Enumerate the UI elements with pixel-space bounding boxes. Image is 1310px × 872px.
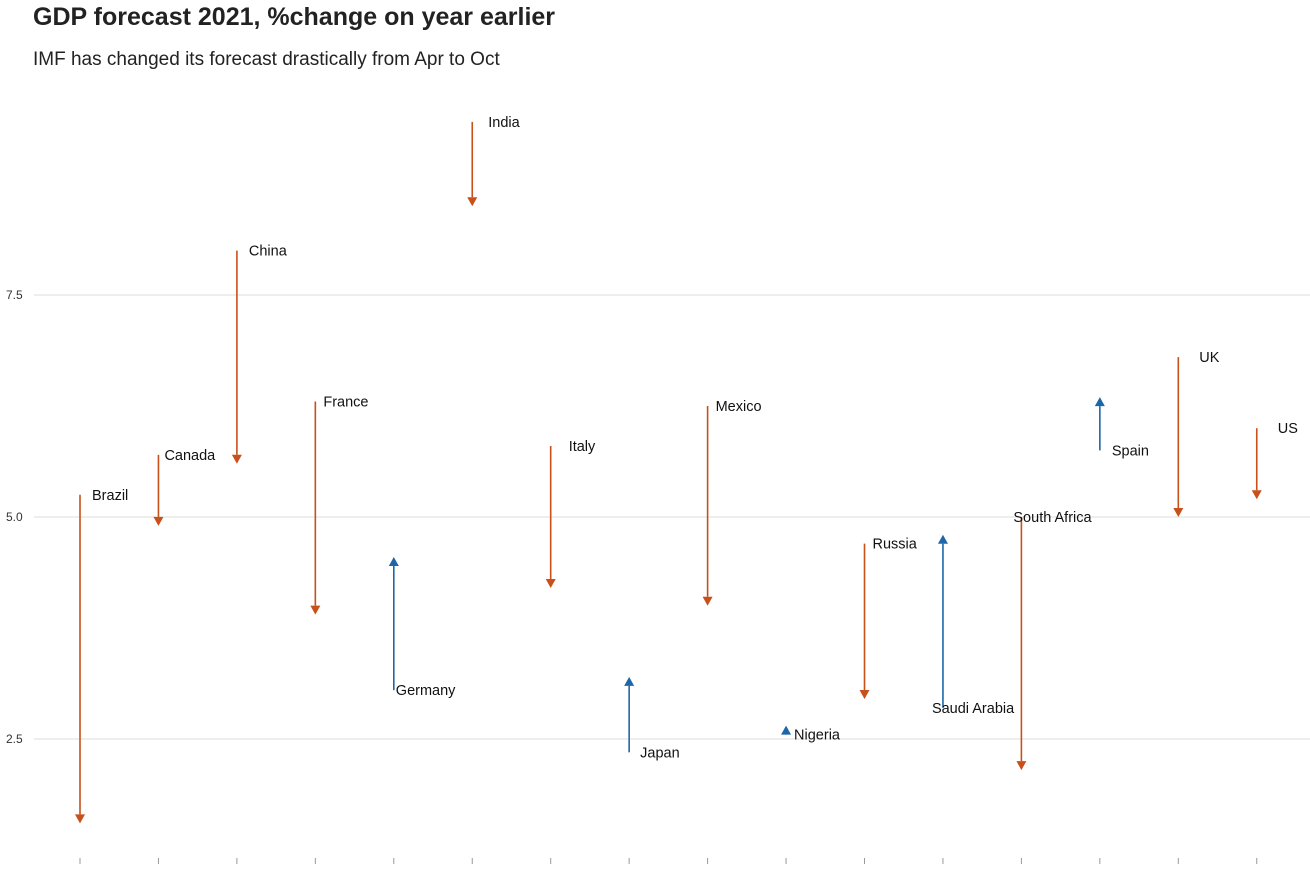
arrow-head (1251, 490, 1262, 500)
arrow-head (467, 197, 478, 207)
country-label: Nigeria (794, 728, 841, 744)
country-label: South Africa (1013, 510, 1092, 526)
country-label: UK (1199, 350, 1219, 366)
country-label: US (1278, 421, 1298, 437)
country-label: India (488, 115, 520, 131)
country-label: China (249, 244, 288, 260)
arrow-head (153, 516, 164, 526)
arrow-head (1094, 397, 1105, 407)
country-label: Japan (640, 745, 680, 761)
country-label: France (323, 395, 368, 411)
country-label: Brazil (92, 488, 128, 504)
country-label: Italy (569, 439, 596, 455)
arrow-head (231, 454, 242, 464)
y-tick-label: 2.5 (6, 732, 23, 746)
arrow-head (310, 605, 321, 615)
arrow-head (624, 676, 635, 686)
arrow-head (937, 534, 948, 544)
country-label: Mexico (716, 399, 762, 415)
chart-title: GDP forecast 2021, %change on year earli… (33, 3, 556, 31)
country-label: Saudi Arabia (932, 701, 1015, 717)
country-label: Russia (873, 537, 918, 553)
country-label: Canada (164, 448, 216, 464)
arrow-head (388, 556, 399, 566)
arrow-head (1016, 761, 1027, 771)
y-tick-label: 7.5 (6, 288, 23, 302)
arrow-head (1173, 508, 1184, 517)
arrow-head (702, 596, 713, 606)
country-label: Germany (396, 683, 456, 699)
arrow-head (545, 579, 556, 589)
arrow-head (75, 814, 85, 824)
y-tick-label: 5.0 (6, 510, 23, 524)
chart-subtitle: IMF has changed its forecast drastically… (33, 49, 500, 70)
arrow-head (859, 690, 870, 700)
country-label: Spain (1112, 443, 1149, 459)
arrow-head (781, 725, 792, 735)
